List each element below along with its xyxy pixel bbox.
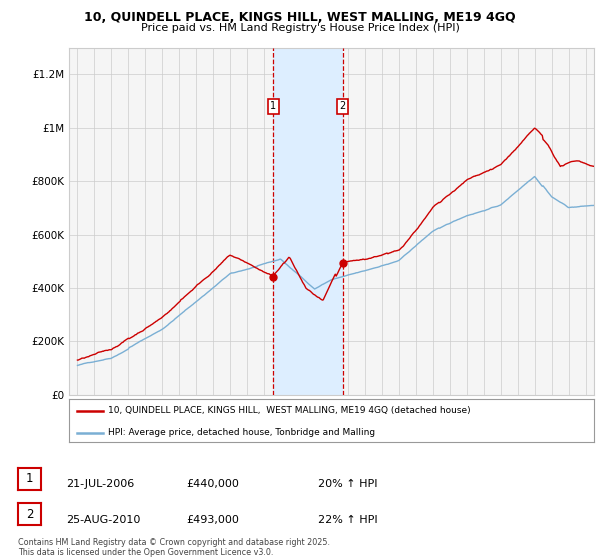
Text: 25-AUG-2010: 25-AUG-2010 [66,515,140,525]
Text: 2: 2 [340,101,346,111]
Text: 22% ↑ HPI: 22% ↑ HPI [318,515,377,525]
Text: 10, QUINDELL PLACE, KINGS HILL, WEST MALLING, ME19 4GQ: 10, QUINDELL PLACE, KINGS HILL, WEST MAL… [84,11,516,24]
Text: 1: 1 [26,472,33,486]
Text: Contains HM Land Registry data © Crown copyright and database right 2025.
This d: Contains HM Land Registry data © Crown c… [18,538,330,557]
Bar [273,48,343,395]
Text: 2: 2 [26,507,33,521]
Text: £493,000: £493,000 [186,515,239,525]
Text: 21-JUL-2006: 21-JUL-2006 [66,479,134,489]
Text: 1: 1 [270,101,276,111]
Text: HPI: Average price, detached house, Tonbridge and Malling: HPI: Average price, detached house, Tonb… [109,428,376,437]
Text: 10, QUINDELL PLACE, KINGS HILL,  WEST MALLING, ME19 4GQ (detached house): 10, QUINDELL PLACE, KINGS HILL, WEST MAL… [109,407,471,416]
Text: Price paid vs. HM Land Registry's House Price Index (HPI): Price paid vs. HM Land Registry's House … [140,23,460,33]
Text: £440,000: £440,000 [186,479,239,489]
Text: 20% ↑ HPI: 20% ↑ HPI [318,479,377,489]
